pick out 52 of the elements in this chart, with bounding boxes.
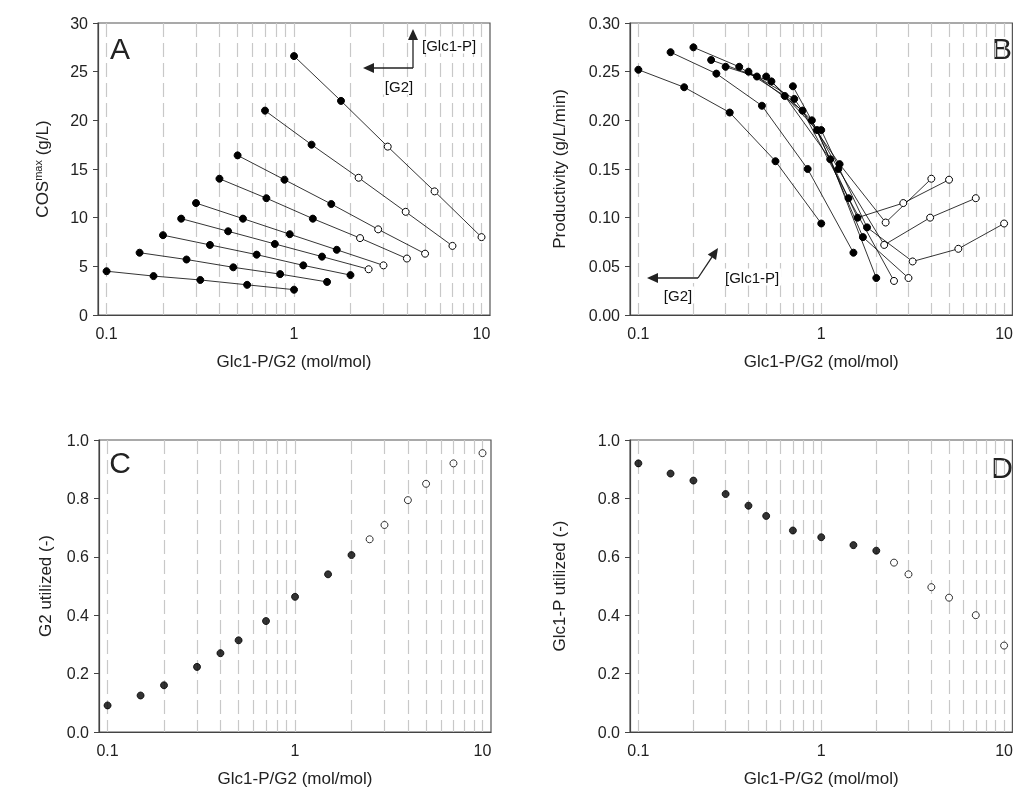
- x-tick-label: 1: [816, 741, 826, 759]
- x-tick-label: 0.1: [95, 324, 118, 342]
- y-axis-title: Glc1-P utilized (-): [550, 520, 569, 652]
- y-tick-label: 0.4: [597, 606, 621, 624]
- y-tick-label: 5: [79, 257, 89, 275]
- x-tick-label: 1: [289, 324, 299, 342]
- y-axis-title: Productivity (g/L/min): [550, 89, 569, 249]
- y-tick-label: 1.0: [66, 431, 90, 449]
- x-tick-label: 1: [816, 324, 826, 342]
- y-tick-label: 0.0: [597, 723, 621, 741]
- y-tick-label: 0.00: [588, 306, 621, 324]
- x-axis-title: Glc1-P/G2 (mol/mol): [743, 352, 899, 371]
- x-tick-label: 10: [473, 741, 492, 759]
- annotation: C: [109, 445, 131, 479]
- x-axis-title: Glc1-P/G2 (mol/mol): [216, 352, 372, 371]
- y-tick-label: 0.6: [66, 548, 90, 566]
- y-tick-label: 0.4: [66, 606, 90, 624]
- annotation: [G2]: [384, 77, 414, 95]
- y-tick-label: 0.15: [588, 160, 621, 178]
- y-tick-label: 0.05: [588, 257, 621, 275]
- y-tick-label: 0.2: [66, 665, 90, 683]
- y-axis-title: G2 utilized (-): [36, 534, 55, 638]
- x-tick-label: 10: [472, 324, 491, 342]
- y-tick-label: 1.0: [597, 431, 621, 449]
- annotation: [Glc1-P]: [725, 268, 780, 286]
- x-tick-label: 1: [290, 741, 300, 759]
- x-tick-label: 0.1: [627, 324, 650, 342]
- y-tick-label: 0.8: [66, 489, 90, 507]
- y-tick-label: 0.30: [588, 14, 621, 32]
- annotation: [G2]: [663, 286, 693, 304]
- x-axis-title: Glc1-P/G2 (mol/mol): [743, 769, 899, 788]
- annotation: A: [109, 31, 131, 65]
- x-axis-title: Glc1-P/G2 (mol/mol): [217, 769, 373, 788]
- y-tick-label: 0.2: [597, 665, 621, 683]
- x-tick-label: 0.1: [627, 741, 650, 759]
- y-tick-label: 25: [70, 63, 89, 81]
- x-tick-label: 10: [995, 324, 1014, 342]
- y-tick-label: 0.8: [597, 489, 621, 507]
- y-tick-label: 30: [70, 14, 89, 32]
- y-tick-label: 0.6: [597, 548, 621, 566]
- y-tick-label: 15: [70, 160, 89, 178]
- y-tick-label: 10: [70, 209, 89, 227]
- y-axis-title: COSmax (g/L): [31, 120, 52, 218]
- y-tick-label: 0.25: [588, 63, 621, 81]
- y-tick-label: 0.0: [66, 723, 90, 741]
- annotation: [Glc1-P]: [422, 36, 477, 54]
- x-tick-label: 0.1: [96, 741, 119, 759]
- y-tick-label: 0.20: [588, 111, 621, 129]
- x-tick-label: 10: [995, 741, 1014, 759]
- y-tick-label: 0: [79, 306, 89, 324]
- y-tick-label: 20: [70, 111, 89, 129]
- y-tick-label: 0.10: [588, 209, 621, 227]
